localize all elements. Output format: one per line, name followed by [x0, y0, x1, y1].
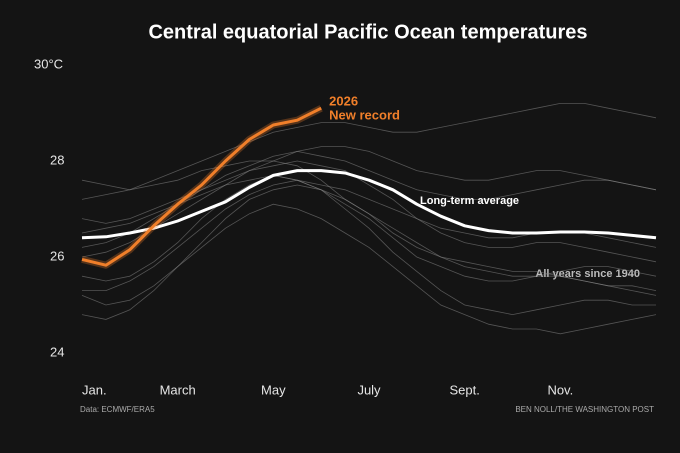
x-tick-label: May [261, 382, 286, 397]
series-line [81, 169, 657, 240]
annotation: New record [329, 108, 400, 123]
background-line [81, 103, 657, 200]
background-line [81, 146, 657, 258]
background-line [81, 160, 657, 296]
background-line [81, 160, 657, 263]
series-label: Long-term average [420, 195, 519, 207]
y-tick-label: 28 [50, 152, 64, 167]
series-line [81, 106, 322, 267]
x-tick-label: July [357, 382, 381, 397]
x-tick-label: Sept. [449, 382, 479, 397]
y-tick-label: 30°C [34, 56, 63, 71]
credit: BEN NOLL/THE WASHINGTON POST [515, 405, 654, 414]
series-label: 2026 [329, 94, 358, 109]
y-tick-label: 26 [50, 248, 64, 263]
source: Data: ECMWF/ERA5 [80, 405, 155, 414]
chart-title: Central equatorial Pacific Ocean tempera… [148, 21, 587, 43]
x-tick-label: Jan. [82, 382, 107, 397]
x-tick-label: Nov. [547, 382, 573, 397]
y-tick-label: 24 [50, 344, 64, 359]
background-line [82, 179, 656, 316]
x-tick-label: March [160, 382, 196, 397]
